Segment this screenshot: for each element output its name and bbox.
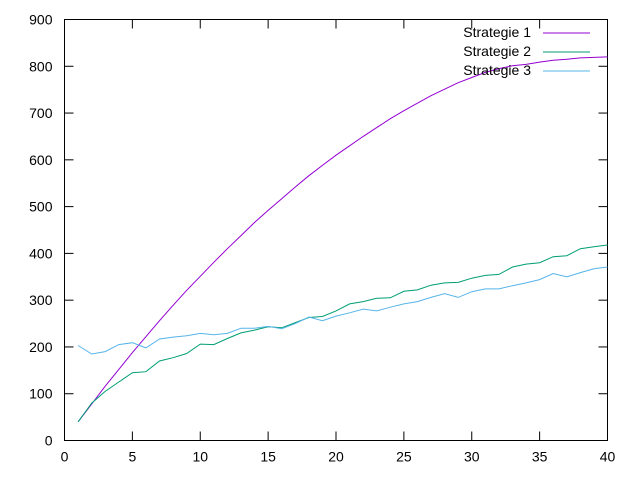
legend-label-strategie-3: Strategie 3 (463, 62, 531, 78)
y-tick-label: 600 (29, 152, 53, 168)
legend-label-strategie-2: Strategie 2 (463, 43, 531, 59)
series-lines (77, 56, 608, 423)
x-tick-label: 25 (396, 449, 412, 465)
x-tick-label: 40 (600, 449, 616, 465)
x-tick-label: 0 (61, 449, 69, 465)
legend: Strategie 1 Strategie 2 Strategie 3 (463, 24, 590, 78)
x-tick-label: 35 (532, 449, 548, 465)
y-tick-label: 300 (29, 292, 53, 308)
y-tick-label: 0 (45, 433, 53, 449)
series-line-strategie-1 (77, 56, 608, 423)
series-line-strategie-2 (77, 244, 608, 423)
plot-frame (64, 19, 608, 441)
x-tick-labels: 0 5 10 15 20 25 30 35 40 (61, 449, 616, 465)
y-tick-label: 400 (29, 245, 53, 261)
x-tick-label: 10 (192, 449, 208, 465)
y-tick-label: 800 (29, 58, 53, 74)
y-tick-label: 500 (29, 199, 53, 215)
y-tick-label: 200 (29, 339, 53, 355)
x-tick-label: 30 (464, 449, 480, 465)
axis-ticks (64, 19, 608, 441)
legend-label-strategie-1: Strategie 1 (463, 24, 531, 40)
y-tick-label: 700 (29, 105, 53, 121)
x-tick-label: 20 (328, 449, 344, 465)
x-tick-label: 5 (128, 449, 136, 465)
y-tick-label: 100 (29, 386, 53, 402)
y-tick-label: 900 (29, 12, 53, 28)
x-tick-label: 15 (260, 449, 276, 465)
y-tick-labels: 0 100 200 300 400 500 600 700 800 900 (29, 12, 53, 449)
series-line-strategie-3 (77, 266, 608, 355)
